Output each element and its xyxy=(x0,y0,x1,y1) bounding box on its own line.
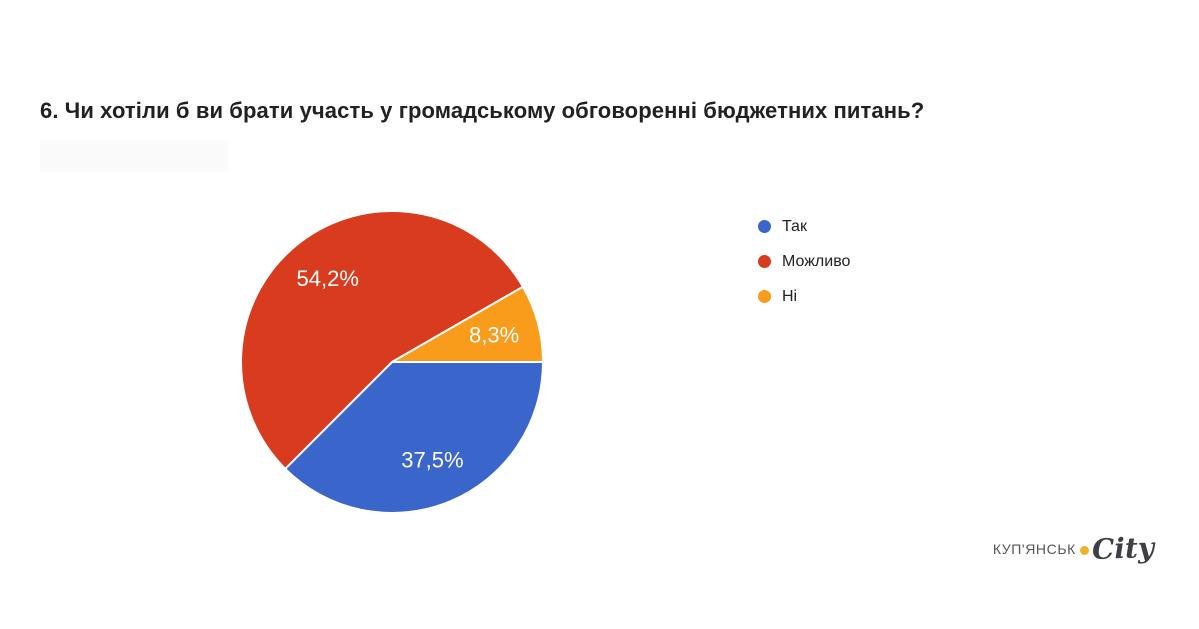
question-title: 6. Чи хотіли б ви брати участь у громадс… xyxy=(40,98,925,123)
legend-item-label: Можливо xyxy=(782,253,851,270)
logo-dot-icon xyxy=(1079,545,1089,555)
legend-item-mozhlyvo: Можливо xyxy=(758,252,850,271)
logo-city-script: City xyxy=(1091,530,1155,566)
legend-color-dot-icon xyxy=(758,255,771,268)
legend-item-label: Ні xyxy=(782,288,798,305)
legend-item-label: Так xyxy=(782,218,807,235)
pie-slice-ні xyxy=(391,285,544,363)
logo-city-name: КУП'ЯНСЬК xyxy=(992,541,1076,557)
pie-slice-label-можливо: 54,2% xyxy=(297,266,359,291)
pie-slice-label-ні: 8,3% xyxy=(469,323,519,348)
brand-logo: КУП'ЯНСЬК City xyxy=(992,527,1155,569)
pie-slice-можливо xyxy=(240,210,524,470)
legend-color-dot-icon xyxy=(758,220,771,233)
legend-item-ni: Ні xyxy=(758,287,850,306)
chart-legend: Так Можливо Ні xyxy=(758,217,850,322)
pie-chart: 37,5% 54,2% 8,3% xyxy=(240,210,544,514)
pie-slice-label-так: 37,5% xyxy=(401,448,463,473)
legend-item-tak: Так xyxy=(758,217,850,236)
legend-color-dot-icon xyxy=(758,290,771,303)
blurred-response-count xyxy=(40,140,228,172)
pie-slice-так xyxy=(284,361,544,514)
